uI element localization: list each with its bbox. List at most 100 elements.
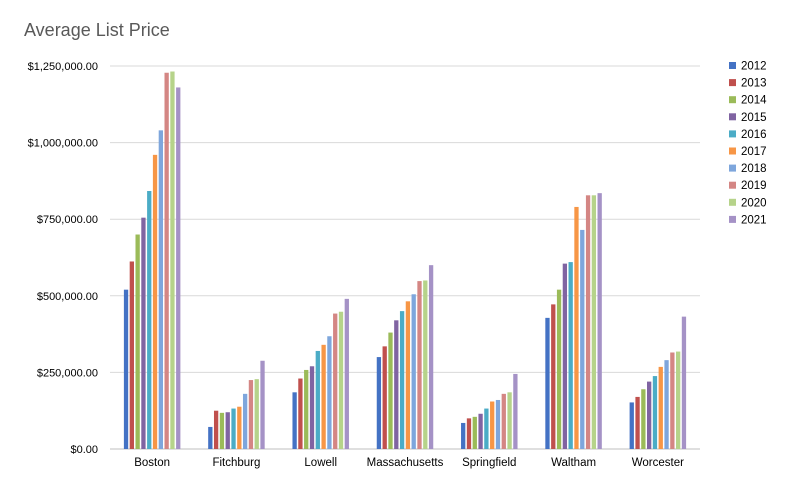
x-category-label: Boston: [134, 457, 170, 469]
bar-2015-massachusetts: [394, 320, 399, 449]
legend-label-2012: 2012: [741, 61, 767, 73]
bar-2018-springfield: [495, 399, 501, 449]
legend-label-2018: 2018: [741, 163, 767, 175]
legend-label-2013: 2013: [741, 78, 767, 90]
bar-2020-fitchburg: [254, 379, 259, 449]
x-category-label: Worcester: [632, 457, 684, 469]
x-category-label: Lowell: [304, 457, 337, 469]
y-tick-label: $750,000.00: [37, 214, 98, 226]
bar-2017-massachusetts: [405, 301, 411, 449]
legend-swatch-2013: [729, 79, 736, 87]
legend-label-2017: 2017: [741, 146, 767, 158]
bar-2021-springfield: [513, 373, 518, 449]
legend-label-2016: 2016: [741, 129, 767, 141]
x-category-label: Waltham: [551, 457, 596, 469]
bar-2014-massachusetts: [388, 332, 393, 449]
bar-2018-worcester: [664, 360, 669, 449]
bar-2021-fitchburg: [260, 360, 265, 449]
bar-2019-springfield: [501, 393, 506, 449]
bar-2013-lowell: [298, 378, 303, 449]
bar-2013-boston: [129, 261, 134, 449]
bar-2015-worcester: [647, 381, 652, 449]
bar-2019-waltham: [585, 195, 591, 449]
bar-2015-springfield: [478, 413, 483, 449]
legend-swatch-2020: [729, 198, 736, 206]
bar-2015-fitchburg: [225, 412, 230, 449]
bar-2012-springfield: [461, 422, 466, 449]
bar-2016-springfield: [484, 408, 489, 449]
bar-2017-springfield: [490, 401, 495, 449]
legend-label-2019: 2019: [741, 180, 767, 192]
bar-2013-massachusetts: [382, 346, 387, 449]
bar-2015-boston: [141, 217, 146, 449]
bar-2018-massachusetts: [411, 294, 416, 449]
legend-swatch-2015: [729, 113, 736, 121]
bar-2019-massachusetts: [417, 281, 422, 449]
y-tick-label: $0.00: [70, 444, 98, 456]
legend-label-2020: 2020: [741, 197, 767, 209]
bar-2012-worcester: [629, 402, 634, 449]
bar-2014-springfield: [472, 416, 477, 449]
bar-2019-boston: [164, 72, 169, 450]
bar-2020-springfield: [507, 392, 512, 449]
bar-2017-lowell: [321, 344, 326, 449]
legend-label-2021: 2021: [741, 214, 767, 226]
bar-2013-waltham: [551, 304, 556, 449]
bar-2014-fitchburg: [219, 412, 225, 449]
bar-2018-lowell: [327, 336, 332, 449]
legend-swatch-2018: [729, 164, 736, 172]
x-category-label: Massachusetts: [367, 457, 444, 469]
bar-2013-fitchburg: [213, 410, 219, 449]
bar-2021-massachusetts: [428, 265, 434, 449]
bar-2016-massachusetts: [399, 311, 405, 449]
bar-2016-fitchburg: [231, 408, 236, 449]
bar-2020-boston: [170, 71, 175, 449]
bar-2017-fitchburg: [237, 406, 242, 449]
legend-label-2015: 2015: [741, 112, 767, 124]
x-category-label: Springfield: [462, 457, 516, 469]
bar-2016-boston: [147, 191, 152, 449]
y-tick-label: $1,000,000.00: [28, 138, 98, 150]
bar-2021-waltham: [597, 193, 602, 449]
bar-2012-lowell: [292, 392, 297, 449]
bar-2012-waltham: [545, 317, 550, 449]
bar-2012-boston: [123, 289, 129, 449]
bar-2019-worcester: [670, 352, 675, 449]
bar-2014-worcester: [641, 389, 646, 449]
bar-2019-lowell: [333, 313, 338, 449]
bar-2021-lowell: [344, 298, 349, 449]
legend-label-2014: 2014: [741, 95, 767, 107]
legend-swatch-2019: [729, 181, 736, 189]
bar-2017-worcester: [658, 366, 663, 449]
bar-2012-massachusetts: [376, 357, 382, 449]
bar-2018-boston: [158, 130, 163, 449]
bar-2014-boston: [135, 234, 140, 449]
bar-2020-waltham: [591, 195, 597, 449]
legend-swatch-2016: [729, 130, 736, 138]
chart-title: Average List Price: [24, 20, 170, 40]
bar-2019-fitchburg: [248, 380, 254, 449]
bar-2015-lowell: [309, 366, 315, 449]
bar-2017-boston: [152, 154, 158, 449]
bar-2020-massachusetts: [423, 280, 428, 449]
bar-2016-lowell: [315, 350, 320, 449]
legend-swatch-2014: [729, 96, 736, 104]
bar-2013-springfield: [466, 418, 472, 449]
legend-swatch-2017: [729, 147, 736, 155]
bar-2014-waltham: [556, 289, 562, 449]
x-category-label: Fitchburg: [212, 457, 260, 469]
bar-2020-lowell: [338, 311, 344, 449]
bar-2017-waltham: [574, 206, 579, 449]
y-tick-label: $250,000.00: [37, 367, 98, 379]
bar-2016-worcester: [652, 376, 658, 449]
bar-2014-lowell: [304, 369, 309, 449]
bar-2012-fitchburg: [208, 426, 213, 449]
bar-2018-fitchburg: [242, 393, 248, 449]
legend-swatch-2021: [729, 215, 736, 223]
bar-2021-boston: [176, 87, 181, 449]
bar-2013-worcester: [635, 396, 640, 449]
y-tick-label: $1,250,000.00: [28, 61, 98, 73]
bar-2018-waltham: [580, 229, 585, 449]
